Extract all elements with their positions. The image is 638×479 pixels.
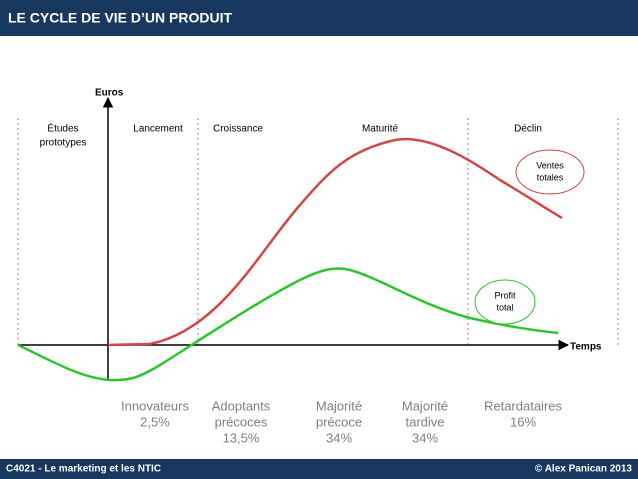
callout-label: totales [537, 172, 564, 182]
adopter-label: 16% [510, 414, 536, 429]
sales-cloud [515, 149, 585, 195]
adopter-label: précoces [215, 414, 268, 429]
adopter-label: précoce [316, 414, 362, 429]
phase-label: prototypes [40, 138, 87, 149]
adopter-label: 13,5% [223, 430, 260, 445]
phase-label: Lancement [133, 124, 183, 135]
header-bar [0, 0, 638, 36]
adopter-label: 34% [326, 430, 352, 445]
adopter-label: 2,5% [140, 414, 170, 429]
callout-label: Ventes [536, 160, 564, 170]
sales-curve [107, 137, 563, 347]
y-axis-label: Euros [95, 88, 124, 99]
phase-label: Maturité [362, 124, 399, 135]
phase-label: Études [47, 122, 78, 135]
x-axis-label: Temps [570, 342, 602, 353]
adopter-label: Majorité [402, 398, 448, 413]
footer-left: C4021 - Le marketing et les NTIC [6, 464, 161, 475]
adopter-label: Innovateurs [121, 398, 189, 413]
cloud-shape [474, 279, 536, 325]
phase-label: Déclin [514, 124, 542, 135]
footer-right: © Alex Panican 2013 [535, 464, 632, 475]
profit-curve [17, 267, 559, 382]
callout-label: total [496, 302, 513, 312]
adopter-label: tardive [405, 414, 444, 429]
adopter-label: Majorité [316, 398, 362, 413]
title: LE CYCLE DE VIE D’UN PRODUIT [8, 10, 232, 26]
profit-cloud [474, 279, 536, 325]
adopter-label: Retardataires [484, 398, 563, 413]
adopter-label: 34% [412, 430, 438, 445]
callout-label: Profit [494, 290, 516, 300]
labels: Études prototypes Lancement Croissance Matur… [40, 122, 565, 446]
cloud-shape [515, 149, 585, 195]
adopter-label: Adoptants [212, 398, 271, 413]
footer-bar [0, 459, 638, 479]
phase-label: Croissance [213, 124, 263, 135]
